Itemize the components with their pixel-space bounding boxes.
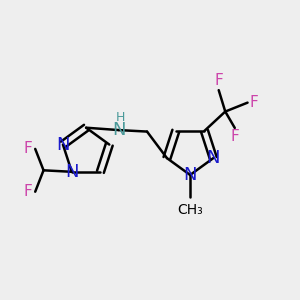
Text: N: N xyxy=(112,121,125,139)
Text: F: F xyxy=(230,129,239,144)
Text: N: N xyxy=(65,163,79,181)
Text: H: H xyxy=(116,111,125,124)
Text: N: N xyxy=(183,166,197,184)
Text: F: F xyxy=(23,141,32,156)
Text: F: F xyxy=(214,73,223,88)
Text: CH₃: CH₃ xyxy=(177,202,203,217)
Text: N: N xyxy=(207,149,220,167)
Text: F: F xyxy=(250,95,259,110)
Text: N: N xyxy=(56,136,70,154)
Text: F: F xyxy=(23,184,32,199)
